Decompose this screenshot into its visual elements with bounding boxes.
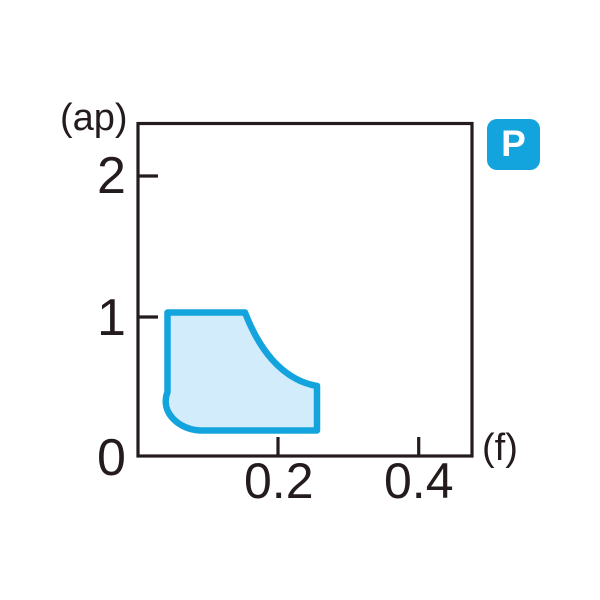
svg-text:(f): (f) [482, 427, 518, 469]
svg-text:0.2: 0.2 [244, 453, 314, 509]
svg-text:P: P [501, 123, 526, 164]
svg-text:(ap): (ap) [60, 97, 128, 139]
svg-text:0.4: 0.4 [384, 453, 454, 509]
svg-text:0: 0 [97, 429, 126, 487]
svg-text:1: 1 [97, 289, 126, 347]
svg-text:2: 2 [97, 147, 126, 205]
